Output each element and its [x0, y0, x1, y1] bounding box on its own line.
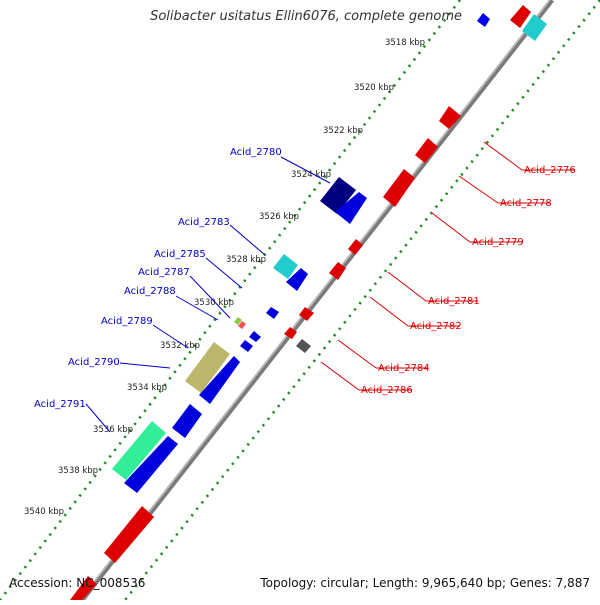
- genome-backbone-highlight: [79, 0, 551, 601]
- gene-label: Acid_2786: [361, 385, 413, 396]
- gene-label: Acid_2789: [101, 316, 153, 327]
- gene-label: Acid_2781: [428, 296, 480, 307]
- scale-tick-label: 3540 kbp: [24, 507, 64, 517]
- leader-line: [175, 295, 219, 321]
- scale-tick-label: 3530 kbp: [194, 298, 234, 308]
- genome-backbone: [80, 0, 554, 602]
- gene-label: Acid_2783: [178, 217, 230, 228]
- gene-label: Acid_2780: [230, 147, 282, 158]
- scale-tick-label: 3534 kbp: [127, 383, 167, 393]
- gene-label: Acid_2776: [524, 165, 576, 176]
- forward-gene-block: [172, 404, 202, 438]
- forward-label-acid-2788: Acid_2788: [124, 286, 219, 321]
- forward-gene-small: [240, 340, 253, 352]
- reverse-gene-block: [104, 506, 154, 563]
- leader-line: [119, 362, 171, 369]
- gene-label: Acid_2784: [378, 363, 430, 374]
- forward-label-acid-2787: Acid_2787: [138, 267, 231, 319]
- reverse-label-acid-2781: Acid_2781: [387, 271, 480, 307]
- gene-label: Acid_2791: [34, 399, 86, 410]
- forward-gene-acid-2789: [249, 331, 261, 342]
- gene-label: Acid_2779: [472, 237, 524, 248]
- outer-tick-track: [0, 0, 462, 601]
- reverse-label-acid-2776: Acid_2776: [483, 141, 576, 176]
- forward-gene-acid-2780: [320, 177, 356, 214]
- genome-summary-text: Topology: circular; Length: 9,965,640 bp…: [260, 576, 590, 590]
- scale-tick-label: 3536 kbp: [93, 425, 133, 435]
- leader-line: [229, 224, 266, 256]
- reverse-gene-small: [284, 327, 297, 339]
- leader-line: [431, 212, 471, 243]
- reverse-label-acid-2782: Acid_2782: [369, 296, 462, 332]
- leader-line: [387, 271, 427, 302]
- forward-gene-acid-2790: [185, 342, 230, 393]
- forward-gene-acid-2788b: [238, 321, 246, 329]
- forward-gene-acid-2783: [273, 254, 298, 279]
- scale-tick-label: 3532 kbp: [160, 341, 200, 351]
- forward-gene-block: [286, 268, 308, 291]
- reverse-gene-acid-2778: [415, 138, 438, 163]
- forward-gene-block: [199, 356, 240, 404]
- scale-tick-label: 3518 kbp: [385, 38, 425, 48]
- forward-label-acid-2791: Acid_2791: [34, 399, 111, 433]
- leader-line: [458, 175, 499, 204]
- scale-tick-label: 3522 kbp: [323, 126, 363, 136]
- forward-gene-arrow: [477, 13, 490, 27]
- reverse-gene-acid-2786: [296, 339, 311, 353]
- reverse-gene-acid-2782: [329, 262, 346, 280]
- scale-tick-label: 3538 kbp: [58, 466, 98, 476]
- scale-tick-label: 3528 kbp: [226, 255, 266, 265]
- reverse-label-acid-2784: Acid_2784: [337, 339, 430, 374]
- forward-label-acid-2783: Acid_2783: [178, 217, 266, 256]
- forward-gene-block: [124, 436, 178, 493]
- reverse-gene-acid-2781: [348, 239, 363, 255]
- accession-text: Accession: NC_008536: [9, 576, 146, 590]
- forward-label-acid-2785: Acid_2785: [154, 249, 243, 289]
- scale-tick-label: 3526 kbp: [259, 212, 299, 222]
- reverse-label-acid-2779: Acid_2779: [431, 212, 524, 248]
- gene-label: Acid_2782: [410, 321, 462, 332]
- leader-line: [152, 324, 189, 349]
- reverse-label-acid-2778: Acid_2778: [458, 175, 552, 209]
- forward-gene-acid-2785: [266, 307, 279, 319]
- gene-label: Acid_2785: [154, 249, 206, 260]
- leader-line: [369, 296, 409, 327]
- reverse-gene-acid-2779: [383, 169, 415, 207]
- reverse-gene-block: [70, 576, 97, 600]
- reverse-gene-acid-2776: [439, 106, 461, 129]
- leader-line: [205, 257, 243, 289]
- forward-gene-acid-2788: [234, 317, 242, 325]
- gene-label: Acid_2778: [500, 198, 552, 209]
- map-title: Solibacter usitatus Ellin6076, complete …: [150, 9, 462, 24]
- gene-label: Acid_2787: [138, 267, 190, 278]
- leader-line: [85, 403, 111, 433]
- leader-line: [189, 275, 231, 319]
- reverse-label-acid-2786: Acid_2786: [320, 361, 413, 396]
- forward-label-acid-2780: Acid_2780: [230, 147, 331, 184]
- leader-line: [337, 339, 377, 369]
- leader-line: [280, 156, 331, 184]
- forward-label-acid-2789: Acid_2789: [101, 316, 189, 349]
- reverse-gene-acid-2784: [299, 307, 314, 321]
- forward-gene-acid-2791: [112, 421, 166, 480]
- leader-line: [320, 361, 360, 391]
- scale-tick-label: 3520 kbp: [354, 83, 394, 93]
- forward-gene-block: [335, 192, 367, 224]
- reverse-gene-block: [510, 5, 531, 28]
- scale-tick-label: 3524 kbp: [291, 170, 331, 180]
- reverse-gene-teal: [522, 14, 547, 41]
- forward-label-acid-2790: Acid_2790: [68, 357, 171, 369]
- gene-label: Acid_2788: [124, 286, 176, 297]
- gene-label: Acid_2790: [68, 357, 120, 368]
- leader-line: [483, 141, 523, 171]
